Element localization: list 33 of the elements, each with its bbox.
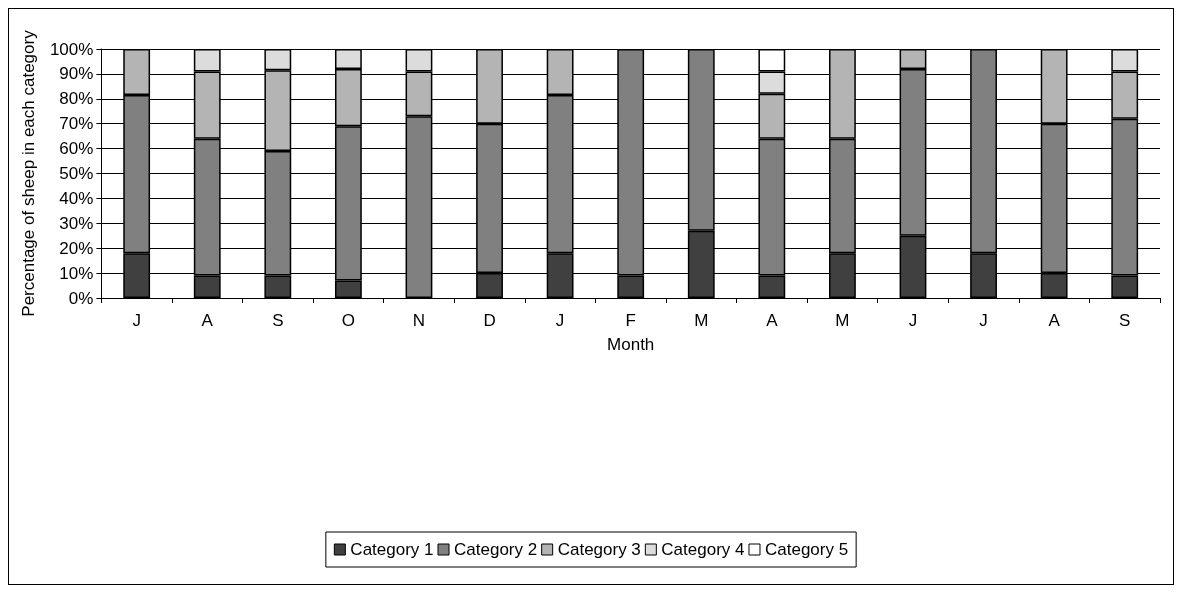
x-tick-label: N <box>412 311 426 330</box>
x-tick-label: F <box>625 311 636 330</box>
legend-label: Category 3 <box>557 540 641 559</box>
x-tick-label: J <box>979 311 988 330</box>
x-tick-label: S <box>1119 311 1131 330</box>
y-tick-label: 70% <box>59 114 94 134</box>
x-tick-label: M <box>835 311 850 330</box>
x-tick-label: J <box>555 311 565 330</box>
x-tick-label: A <box>766 311 779 330</box>
x-tick-label: A <box>1048 311 1061 330</box>
legend-label: Category 4 <box>661 540 745 559</box>
x-tick-label: J <box>908 311 918 330</box>
y-tick-label: 20% <box>59 238 94 258</box>
legend-label: Category 2 <box>454 540 538 559</box>
x-tick-label: J <box>132 311 141 330</box>
y-tick-label: 10% <box>59 263 94 283</box>
y-tick-label: 50% <box>59 164 94 183</box>
y-tick-label: 60% <box>59 139 94 159</box>
x-axis-title: Month <box>607 335 655 354</box>
legend-label: Category 5 <box>764 540 849 559</box>
x-tick-label: M <box>694 311 709 330</box>
x-tick-label: A <box>201 311 214 330</box>
y-tick-label: 40% <box>59 188 94 208</box>
x-tick-label: O <box>341 311 356 330</box>
y-tick-label: 90% <box>59 64 94 84</box>
y-tick-label: 0% <box>68 288 94 308</box>
x-tick-label: D <box>483 311 496 330</box>
legend-label: Category 1 <box>350 540 434 559</box>
y-tick-label: 100% <box>49 39 94 59</box>
y-axis-title: Percentage of sheep in each category <box>18 29 38 317</box>
y-tick-label: 30% <box>59 213 94 233</box>
x-tick-label: S <box>272 311 284 330</box>
y-tick-label: 80% <box>59 89 94 109</box>
